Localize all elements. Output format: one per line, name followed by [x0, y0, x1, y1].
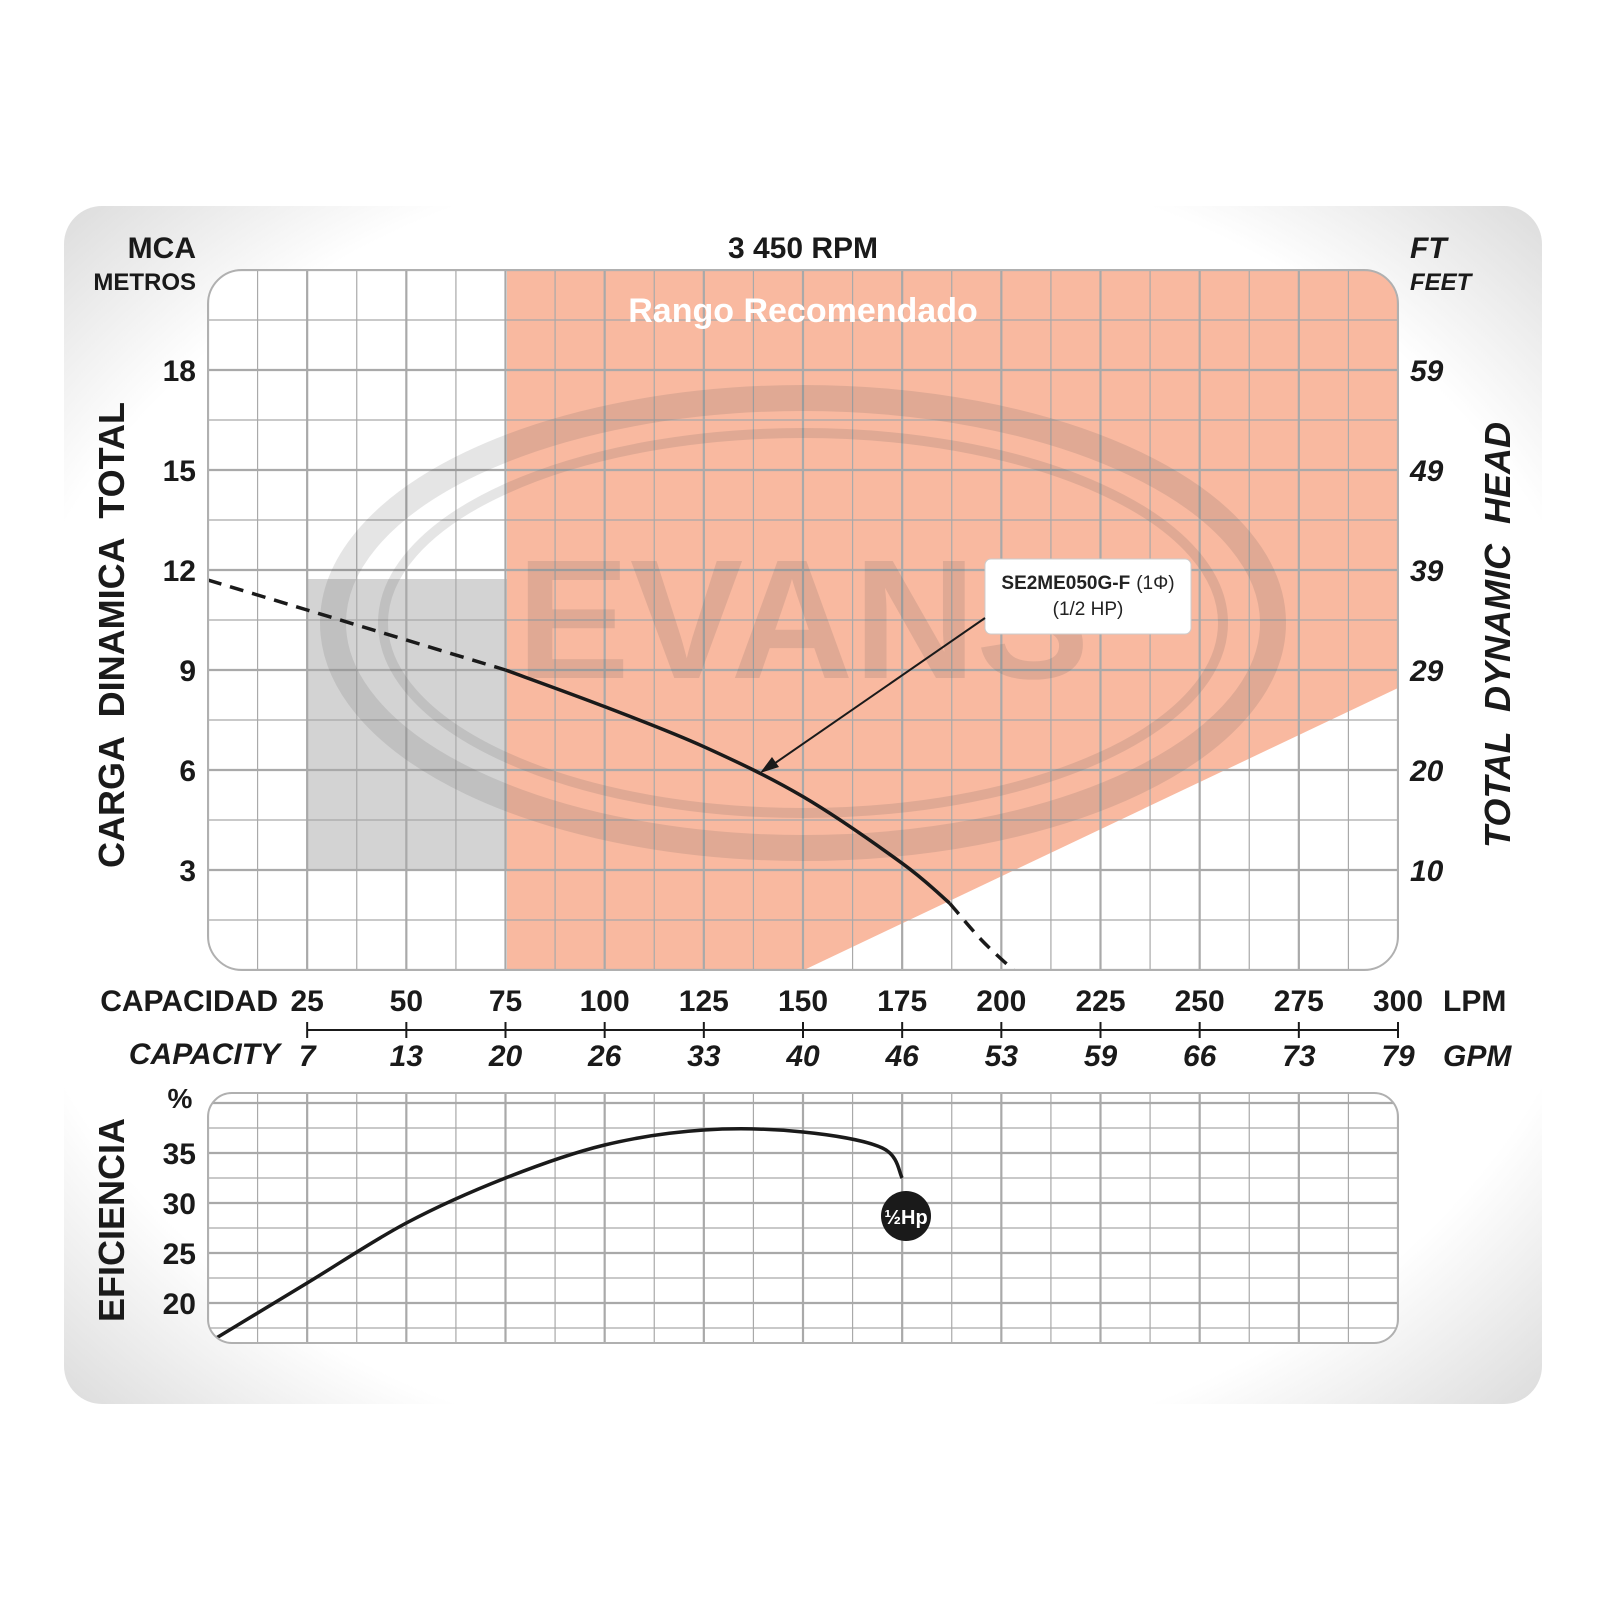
x-tick-label-lpm: 250: [1175, 985, 1225, 1018]
watermark-logo: EVANS: [320, 385, 1286, 861]
x-tick-label-lpm: 225: [1075, 985, 1125, 1018]
right-unit-top: FT: [1410, 232, 1449, 265]
x-tick-label-gpm: 40: [785, 1040, 820, 1073]
left-unit-top: MCA: [128, 232, 196, 265]
head-curve-dashed-end: [948, 902, 1015, 970]
head-curve: [208, 578, 1015, 970]
model-annotation-line2: (1/2 HP): [1053, 599, 1124, 620]
annotation-arrow: [767, 617, 986, 769]
head-curve-dashed-start: [208, 578, 507, 672]
model-annotation-box: [984, 558, 1192, 635]
x-tick-label-lpm: 25: [290, 985, 323, 1018]
eff-tick-label: 20: [163, 1288, 196, 1321]
y-ticks-left: 3 6 9 12 15 18: [163, 355, 196, 888]
bottom-panel-border: [207, 1092, 1399, 1344]
model-annotation-line1: SE2ME050G-F (1Φ): [1001, 573, 1174, 594]
x-tick-label-gpm: 53: [985, 1040, 1019, 1073]
x-tick-label-lpm: 275: [1274, 985, 1324, 1018]
y-tick-label-left: 9: [179, 655, 196, 688]
rpm-title: 3 450 RPM: [728, 232, 878, 265]
y-tick-label-left: 3: [179, 855, 196, 888]
eff-tick-label: 35: [163, 1138, 196, 1171]
x-tick-label-lpm: 50: [390, 985, 423, 1018]
x-tick-label-lpm: 175: [877, 985, 927, 1018]
x-tick-label-gpm: 33: [687, 1040, 721, 1073]
x-ticks: 25 7 50 13 75 20 100 26 125 33 150 40 175 46 200 53 225 5…: [290, 985, 1423, 1073]
x-tick-label-gpm: 26: [587, 1040, 622, 1073]
eff-tick-label: 25: [163, 1238, 196, 1271]
x-tick-label-lpm: 75: [489, 985, 522, 1018]
x-tick-label-lpm: 200: [976, 985, 1026, 1018]
recommended-range-label: Rango Recomendado: [628, 292, 977, 330]
y-tick-label-right: 20: [1409, 755, 1444, 788]
eff-unit: %: [168, 1083, 193, 1114]
y-tick-label-left: 12: [163, 555, 196, 588]
y-tick-label-left: 18: [163, 355, 196, 388]
left-unit-bottom: METROS: [93, 269, 196, 296]
capacity-label-es: CAPACIDAD: [100, 985, 278, 1018]
top-panel-border: [207, 269, 1399, 971]
x-tick-label-lpm: 300: [1373, 985, 1423, 1018]
efficiency-badge-label: ½Hp: [884, 1207, 927, 1229]
y-tick-label-right: 39: [1410, 555, 1444, 588]
x-tick-label-lpm: 100: [580, 985, 630, 1018]
x-tick-label-lpm: 150: [778, 985, 828, 1018]
y-tick-label-left: 15: [163, 455, 196, 488]
x-tick-label-gpm: 59: [1084, 1040, 1118, 1073]
y-tick-label-left: 6: [179, 755, 196, 788]
gpm-unit: GPM: [1443, 1040, 1512, 1073]
y-tick-label-right: 29: [1409, 655, 1444, 688]
efficiency-curve: [208, 1127, 904, 1343]
right-axis-title: TOTAL DYNAMIC HEAD: [1477, 422, 1518, 848]
grid-top: [208, 270, 1398, 970]
annotation-arrowhead: [760, 757, 779, 773]
eff-tick-label: 30: [163, 1188, 196, 1221]
x-tick-label-gpm: 7: [299, 1040, 317, 1073]
left-axis-title: CARGA DINAMICA TOTAL: [91, 402, 132, 868]
y-tick-label-right: 10: [1410, 855, 1444, 888]
efficiency-badge: [881, 1191, 931, 1241]
x-tick-label-gpm: 46: [884, 1040, 919, 1073]
x-tick-label-gpm: 66: [1183, 1040, 1217, 1073]
capacity-label-en: CAPACITY: [129, 1038, 283, 1071]
x-tick-label-gpm: 79: [1381, 1040, 1415, 1073]
x-tick-label-lpm: 125: [679, 985, 729, 1018]
x-tick-label-gpm: 20: [488, 1040, 523, 1073]
head-curve-solid: [504, 668, 951, 905]
x-tick-label-gpm: 73: [1282, 1040, 1316, 1073]
lpm-unit: LPM: [1443, 985, 1506, 1018]
efficiency-curve-line: [208, 1127, 904, 1343]
eff-axis-title: EFICIENCIA: [91, 1118, 132, 1322]
x-tick-label-gpm: 13: [390, 1040, 424, 1073]
right-unit-bottom: FEET: [1410, 269, 1474, 296]
y-tick-label-right: 49: [1409, 455, 1444, 488]
y-ticks-right: 10 20 29 39 49 59: [1409, 355, 1444, 888]
eff-y-ticks: 20 25 30 35: [163, 1138, 196, 1321]
y-tick-label-right: 59: [1410, 355, 1444, 388]
